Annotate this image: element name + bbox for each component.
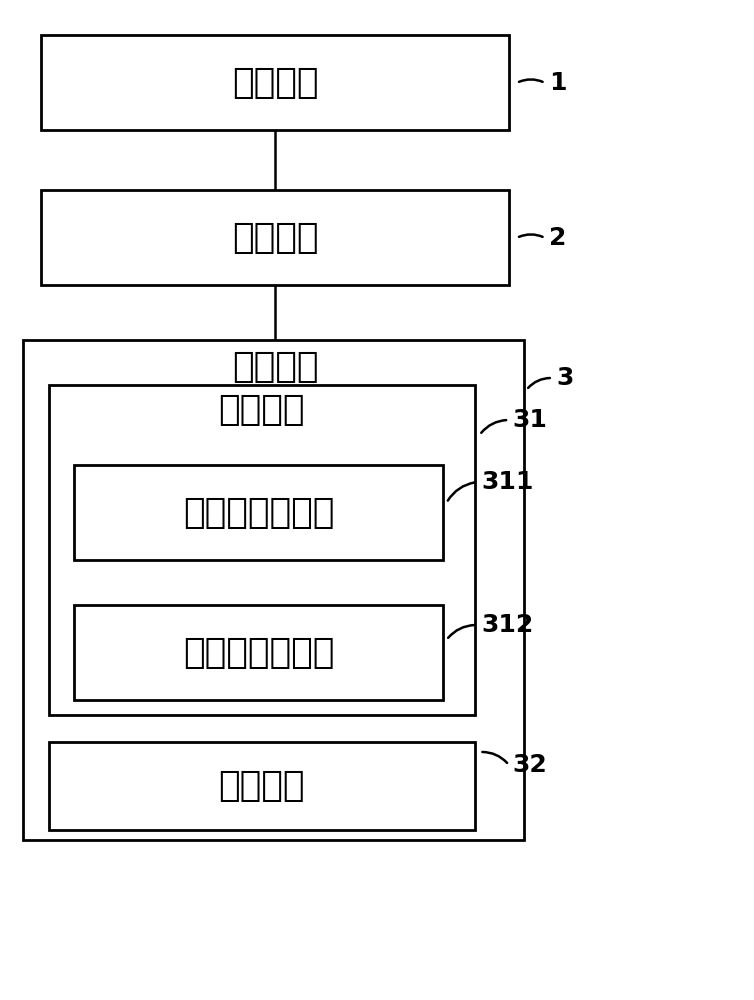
Text: 311: 311	[481, 470, 533, 494]
Bar	[74, 465, 443, 560]
Bar	[49, 742, 475, 830]
Bar	[49, 385, 475, 715]
Bar	[41, 35, 509, 130]
Text: 32: 32	[513, 753, 547, 777]
Text: 统计模块: 统计模块	[232, 221, 318, 255]
Bar	[23, 340, 524, 840]
Text: 3: 3	[556, 366, 574, 390]
Bar	[41, 190, 509, 285]
Text: 生成单元: 生成单元	[219, 393, 305, 427]
Text: 1: 1	[549, 71, 566, 95]
Text: 第一生成子单元: 第一生成子单元	[183, 496, 334, 530]
Text: 评估模块: 评估模块	[232, 350, 318, 384]
Text: 31: 31	[513, 408, 547, 432]
Bar	[74, 605, 443, 700]
Text: 第二生成子单元: 第二生成子单元	[183, 636, 334, 670]
Text: 312: 312	[481, 613, 533, 637]
Text: 计算单元: 计算单元	[219, 769, 305, 803]
Text: 2: 2	[549, 226, 566, 250]
Text: 获取模块: 获取模块	[232, 66, 318, 100]
